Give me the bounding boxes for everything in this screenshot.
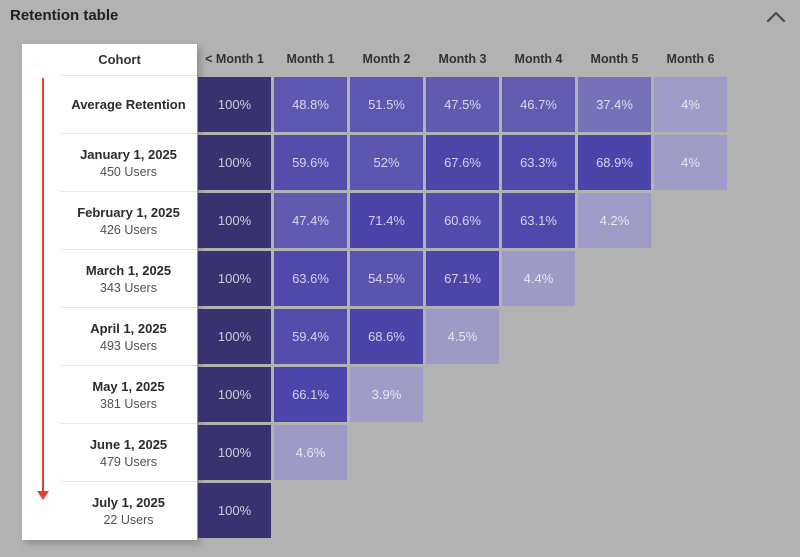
cohort-row-label: January 1, 2025 450 Users: [60, 133, 197, 191]
cohort-row-label: February 1, 2025 426 Users: [60, 191, 197, 249]
cohort-users-count: 381 Users: [100, 396, 157, 411]
column-headers: < Month 1 Month 1 Month 2 Month 3 Month 4 Mon…: [198, 44, 727, 74]
column-header-1: Month 1: [286, 52, 335, 66]
cohort-users-count: 493 Users: [100, 338, 157, 353]
retention-cell[interactable]: 63.6%: [274, 251, 347, 306]
column-header-2: Month 2: [362, 52, 411, 66]
cohort-name: June 1, 2025: [89, 436, 168, 452]
cohort-users-count: 450 Users: [100, 164, 157, 179]
cohort-panel: Cohort Average Retention January 1, 2025 4…: [22, 44, 197, 540]
retention-cell[interactable]: 71.4%: [350, 193, 423, 248]
retention-cell[interactable]: 100%: [198, 193, 271, 248]
cohort-row-label: May 1, 2025 381 Users: [60, 365, 197, 423]
retention-cell[interactable]: 100%: [198, 77, 271, 132]
cohort-row-label: July 1, 2025 22 Users: [60, 481, 197, 539]
table-row: 100%: [198, 483, 727, 538]
page-title: Retention table: [10, 7, 119, 24]
cohort-row-label: June 1, 2025 479 Users: [60, 423, 197, 481]
cohort-users-count: 22 Users: [103, 512, 154, 527]
table-row: 100% 59.6% 52% 67.6% 63.3% 68.9% 4%: [198, 135, 727, 190]
table-row: 100% 48.8% 51.5% 47.5% 46.7% 37.4% 4%: [198, 77, 727, 132]
retention-cell[interactable]: 67.1%: [426, 251, 499, 306]
arrow-head: [37, 491, 49, 500]
table-row: 100% 47.4% 71.4% 60.6% 63.1% 4.2%: [198, 193, 727, 248]
collapse-widget-button[interactable]: [764, 6, 788, 26]
table-row: 100% 66.1% 3.9%: [198, 367, 727, 422]
cohort-row-label: March 1, 2025 343 Users: [60, 249, 197, 307]
table-row: 100% 4.6%: [198, 425, 727, 480]
retention-cell[interactable]: 47.5%: [426, 77, 499, 132]
arrow-line: [42, 78, 44, 492]
column-header-4: Month 4: [514, 52, 563, 66]
retention-cell[interactable]: 60.6%: [426, 193, 499, 248]
retention-cell[interactable]: 63.3%: [502, 135, 575, 190]
retention-cell[interactable]: 4.4%: [502, 251, 575, 306]
cohort-name: April 1, 2025: [90, 320, 167, 336]
retention-cell[interactable]: 100%: [198, 425, 271, 480]
retention-grid: 100% 48.8% 51.5% 47.5% 46.7% 37.4% 4% 100% 59.6%…: [198, 77, 727, 538]
retention-cell[interactable]: 100%: [198, 251, 271, 306]
cohort-name: Average Retention: [71, 97, 186, 112]
column-header-6: Month 6: [666, 52, 715, 66]
retention-cell[interactable]: 4%: [654, 135, 727, 190]
retention-cell[interactable]: 46.7%: [502, 77, 575, 132]
table-row: 100% 59.4% 68.6% 4.5%: [198, 309, 727, 364]
column-header-3: Month 3: [438, 52, 487, 66]
cohort-users-count: 343 Users: [100, 280, 157, 295]
retention-cell[interactable]: 100%: [198, 367, 271, 422]
table-row: 100% 63.6% 54.5% 67.1% 4.4%: [198, 251, 727, 306]
retention-cell[interactable]: 66.1%: [274, 367, 347, 422]
retention-cell[interactable]: 51.5%: [350, 77, 423, 132]
retention-cell[interactable]: 59.4%: [274, 309, 347, 364]
retention-cell[interactable]: 3.9%: [350, 367, 423, 422]
cohort-row-label: April 1, 2025 493 Users: [60, 307, 197, 365]
retention-cell[interactable]: 54.5%: [350, 251, 423, 306]
retention-cell[interactable]: 37.4%: [578, 77, 651, 132]
retention-cell[interactable]: 67.6%: [426, 135, 499, 190]
retention-cell[interactable]: 63.1%: [502, 193, 575, 248]
retention-cell[interactable]: 4.6%: [274, 425, 347, 480]
cohort-users-count: 426 Users: [100, 222, 157, 237]
retention-cell[interactable]: 4%: [654, 77, 727, 132]
retention-cell[interactable]: 4.2%: [578, 193, 651, 248]
cohort-name: February 1, 2025: [77, 204, 180, 220]
cohort-name: March 1, 2025: [85, 262, 172, 278]
cohort-name: January 1, 2025: [80, 146, 177, 162]
cohort-column-header: Cohort: [98, 52, 141, 67]
retention-cell[interactable]: 68.9%: [578, 135, 651, 190]
cohort-name: May 1, 2025: [92, 378, 165, 394]
column-header-0: < Month 1: [205, 52, 264, 66]
retention-cell[interactable]: 4.5%: [426, 309, 499, 364]
cohort-rows: Average Retention January 1, 2025 450 User…: [60, 75, 197, 539]
retention-cell[interactable]: 48.8%: [274, 77, 347, 132]
cohort-row-label: Average Retention: [60, 75, 197, 133]
chevron-up-icon: [766, 10, 786, 23]
retention-cell[interactable]: 59.6%: [274, 135, 347, 190]
down-arrow-icon: [37, 78, 49, 501]
retention-cell[interactable]: 68.6%: [350, 309, 423, 364]
retention-cell[interactable]: 100%: [198, 309, 271, 364]
cohort-name: July 1, 2025: [92, 494, 165, 510]
retention-cell[interactable]: 100%: [198, 135, 271, 190]
retention-cell[interactable]: 100%: [198, 483, 271, 538]
retention-cell[interactable]: 47.4%: [274, 193, 347, 248]
retention-cell[interactable]: 52%: [350, 135, 423, 190]
column-header-5: Month 5: [590, 52, 639, 66]
cohort-users-count: 479 Users: [100, 454, 157, 469]
